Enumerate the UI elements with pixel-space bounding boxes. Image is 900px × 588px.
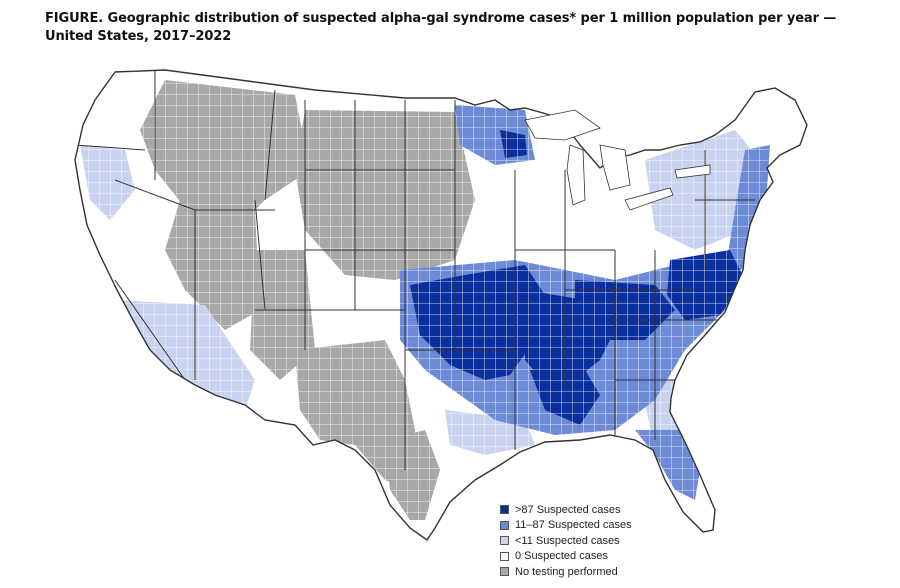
map-svg: [74, 69, 808, 541]
county-grid: [75, 70, 807, 540]
legend-label-low: <11 Suspected cases: [515, 534, 620, 547]
legend-item-zero: 0 Suspected cases: [500, 549, 690, 565]
figure-title: FIGURE. Geographic distribution of suspe…: [45, 10, 885, 46]
region-fills: [75, 70, 807, 540]
lake-huron: [599, 144, 631, 191]
legend-swatch-zero: [500, 551, 509, 561]
figure-label: FIGURE.: [45, 11, 104, 26]
map-legend: >87 Suspected cases 11–87 Suspected case…: [500, 502, 690, 580]
legend-item-low: <11 Suspected cases: [500, 533, 690, 549]
legend-label-mid: 11–87 Suspected cases: [515, 519, 632, 532]
legend-item-high: >87 Suspected cases: [500, 502, 690, 518]
legend-label-zero: 0 Suspected cases: [515, 550, 608, 563]
legend-swatch-mid: [500, 520, 509, 530]
legend-item-no-testing: No testing performed: [500, 564, 690, 580]
lake-superior: [524, 109, 601, 141]
legend-swatch-high: [500, 505, 509, 515]
legend-label-high: >87 Suspected cases: [515, 503, 621, 516]
great-lakes: [524, 109, 711, 211]
lake-ontario: [674, 164, 711, 179]
legend-swatch-no-testing: [500, 567, 509, 577]
us-county-map: [55, 50, 845, 580]
legend-swatch-low: [500, 536, 509, 546]
state-borders: [75, 70, 755, 470]
figure-title-text: Geographic distribution of suspected alp…: [45, 11, 837, 44]
legend-label-no-testing: No testing performed: [515, 565, 618, 578]
legend-item-mid: 11–87 Suspected cases: [500, 518, 690, 534]
lake-erie: [624, 187, 674, 211]
lake-michigan: [566, 144, 586, 206]
